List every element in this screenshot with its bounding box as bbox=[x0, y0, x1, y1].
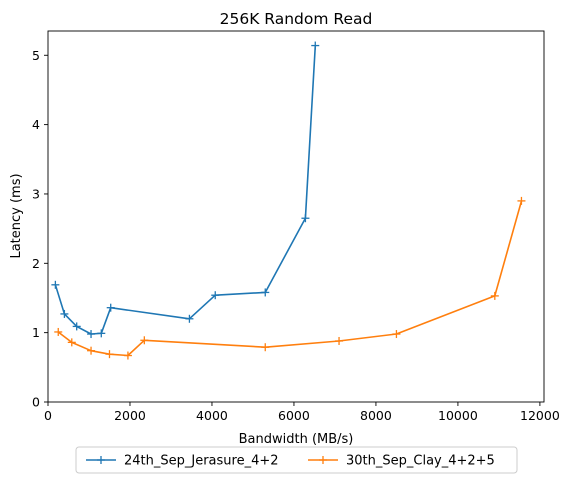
data-point bbox=[261, 288, 270, 297]
data-point bbox=[490, 291, 499, 300]
series-line bbox=[54, 45, 317, 335]
x-tick-label: 0 bbox=[44, 408, 52, 423]
y-tick-label: 4 bbox=[32, 117, 40, 132]
data-point bbox=[60, 309, 69, 318]
x-tick-label: 12000 bbox=[520, 408, 560, 423]
legend-label: 30th_Sep_Clay_4+2+5 bbox=[346, 454, 495, 469]
x-tick-label: 8000 bbox=[360, 408, 392, 423]
series-layer bbox=[51, 41, 526, 360]
legend-entry: 24th_Sep_Jerasure_4+2 bbox=[86, 454, 279, 469]
data-point bbox=[67, 338, 76, 347]
data-point bbox=[97, 329, 106, 338]
data-point bbox=[87, 330, 96, 339]
data-point bbox=[517, 196, 526, 205]
x-tick-label: 4000 bbox=[196, 408, 228, 423]
data-point bbox=[54, 327, 63, 336]
y-tick-label: 3 bbox=[32, 186, 40, 201]
x-axis: 0 2000 4000 6000 8000 10000 12000 bbox=[44, 402, 560, 423]
data-point bbox=[211, 291, 220, 300]
data-point bbox=[185, 314, 194, 323]
chart-title: 256K Random Read bbox=[220, 10, 373, 28]
data-point bbox=[140, 336, 149, 345]
series-2 bbox=[54, 196, 526, 360]
x-tick-label: 10000 bbox=[438, 408, 478, 423]
data-point bbox=[106, 303, 115, 312]
legend-label: 24th_Sep_Jerasure_4+2 bbox=[124, 454, 279, 469]
data-point bbox=[123, 351, 132, 360]
y-axis: 0 1 2 3 4 5 bbox=[32, 48, 48, 410]
plot-area bbox=[47, 30, 545, 403]
legend-box bbox=[75, 446, 518, 474]
x-tick-label: 2000 bbox=[114, 408, 146, 423]
data-point bbox=[261, 343, 270, 352]
data-point bbox=[311, 41, 320, 50]
y-tick-label: 0 bbox=[32, 395, 40, 410]
data-point bbox=[392, 330, 401, 339]
series-1 bbox=[51, 41, 320, 339]
data-point bbox=[105, 350, 114, 359]
y-tick-label: 1 bbox=[32, 325, 40, 340]
y-tick-label: 5 bbox=[32, 48, 40, 63]
y-axis-label: Latency (ms) bbox=[9, 173, 24, 258]
data-point bbox=[301, 214, 310, 223]
legend: 24th_Sep_Jerasure_4+2 30th_Sep_Clay_4+2+5 bbox=[75, 446, 518, 474]
data-point bbox=[51, 280, 60, 289]
series-line bbox=[57, 200, 523, 357]
x-tick-label: 6000 bbox=[278, 408, 310, 423]
x-axis-label: Bandwidth (MB/s) bbox=[239, 432, 354, 447]
y-tick-label: 2 bbox=[32, 256, 40, 271]
data-point bbox=[72, 322, 81, 331]
data-point bbox=[335, 336, 344, 345]
data-point bbox=[87, 346, 96, 355]
legend-entry: 30th_Sep_Clay_4+2+5 bbox=[308, 454, 495, 469]
